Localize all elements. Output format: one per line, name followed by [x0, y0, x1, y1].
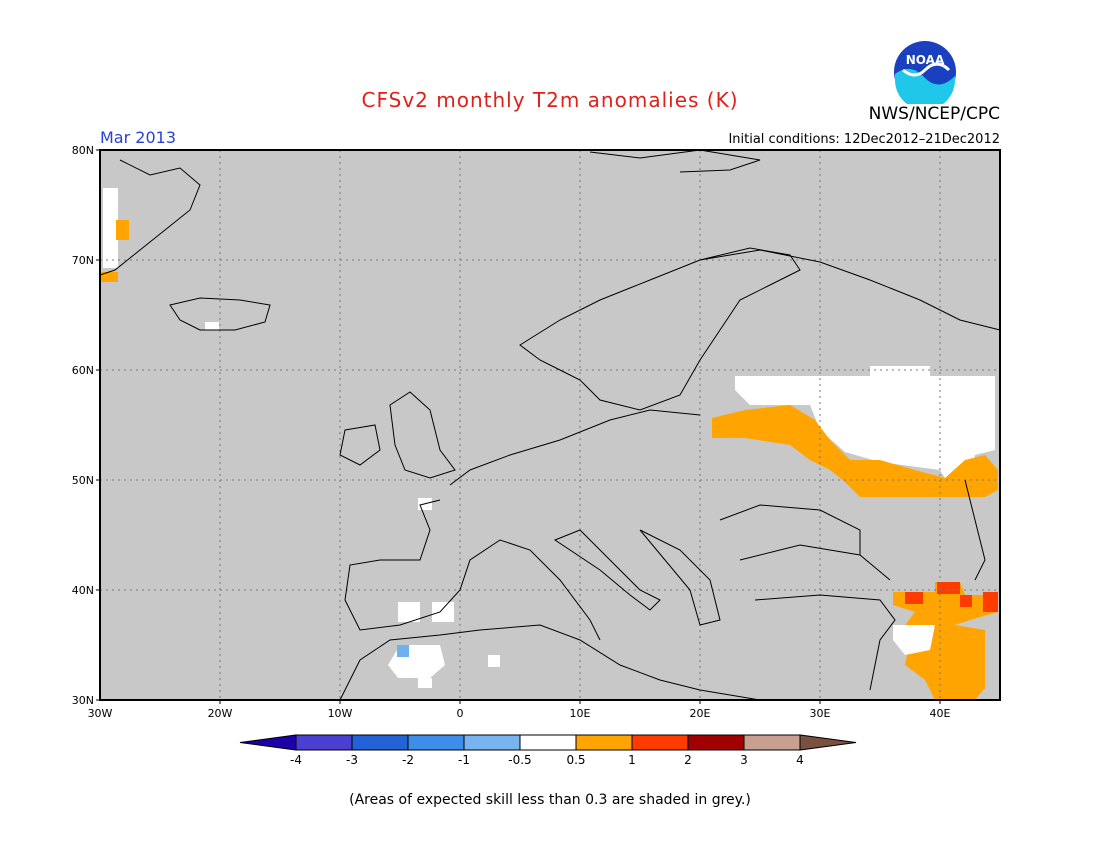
noaa-logo-icon: NOAA [894, 41, 956, 104]
lon-tick-label: 10E [570, 707, 591, 720]
patch-orange [712, 405, 998, 497]
lat-ticks [96, 149, 100, 701]
colorbar-label: -2 [402, 753, 414, 767]
forecast-month: Mar 2013 [100, 128, 176, 147]
scandinavia-coast [519, 247, 801, 411]
colorbar-label: 3 [740, 753, 748, 767]
patch-white [893, 625, 935, 655]
lat-axis: 30N 40N 50N 60N 70N 80N [72, 144, 94, 707]
lon-axis: 30W 20W 10W 0 10E 20E 30E 40E [88, 707, 951, 720]
patch-lightblue [397, 645, 409, 657]
north-africa-coast [339, 624, 761, 701]
greenland-coast [99, 159, 201, 276]
lat-tick-label: 40N [72, 584, 94, 597]
colorbar-swatch [351, 734, 409, 751]
colorbar-swatch [519, 734, 577, 751]
patch-white [432, 602, 454, 622]
agency-label: NWS/NCEP/CPC [868, 104, 1000, 124]
north-coast [449, 409, 701, 486]
lon-tick-label: 20E [690, 707, 711, 720]
map-title: CFSv2 monthly T2m anomalies (K) [361, 88, 739, 112]
lon-tick-label: 10W [328, 707, 353, 720]
caspian-coast [964, 479, 986, 581]
italy-coast [553, 529, 661, 611]
lat-tick-label: 80N [72, 144, 94, 157]
lat-tick-label: 30N [72, 694, 94, 707]
colorbar-swatch [407, 734, 465, 751]
kola-coast [699, 249, 1001, 331]
colorbar-label: 0.5 [566, 753, 585, 767]
patch-white [488, 655, 500, 667]
colorbar-label: 2 [684, 753, 692, 767]
colorbar-arrow-low [239, 734, 297, 751]
svalbard-coast [589, 149, 761, 173]
colorbar-swatch [295, 734, 353, 751]
colorbar: -4 -3 -2 -1 -0.5 0.5 1 2 3 4 [239, 734, 857, 767]
logo-text: NOAA [906, 53, 945, 67]
colorbar-label: -3 [346, 753, 358, 767]
colorbar-label: -0.5 [508, 753, 531, 767]
patch-orange [893, 582, 998, 700]
lon-tick-label: 20W [208, 707, 233, 720]
patch-white [103, 188, 118, 268]
anomaly-patches [100, 188, 998, 700]
patch-red [983, 592, 998, 612]
lon-tick-label: 0 [457, 707, 464, 720]
colorbar-label: -1 [458, 753, 470, 767]
patch-white [870, 366, 930, 378]
skill-footnote: (Areas of expected skill less than 0.3 a… [349, 792, 751, 808]
patch-red [937, 582, 960, 594]
colorbar-swatch [743, 734, 801, 751]
lat-tick-label: 50N [72, 474, 94, 487]
lat-tick-label: 60N [72, 364, 94, 377]
patch-white [418, 678, 432, 688]
iberia-france-coast [344, 499, 601, 641]
patch-orange [116, 220, 129, 240]
lon-tick-label: 30E [810, 707, 831, 720]
patch-white [205, 322, 219, 330]
colorbar-swatch [575, 734, 633, 751]
colorbar-swatch [463, 734, 521, 751]
patch-white [398, 602, 420, 622]
patch-red [905, 592, 923, 604]
colorbar-swatch [631, 734, 689, 751]
colorbar-label: -4 [290, 753, 302, 767]
colorbar-label: 1 [628, 753, 636, 767]
map-frame [99, 149, 1001, 701]
patch-red [960, 595, 972, 607]
ireland-coast [339, 424, 381, 466]
black-sea-north [719, 504, 861, 555]
lat-tick-label: 70N [72, 254, 94, 267]
black-sea-south [739, 544, 891, 581]
initial-conditions: Initial conditions: 12Dec2012–21Dec2012 [728, 132, 1000, 147]
colorbar-label: 4 [796, 753, 804, 767]
patch-orange [100, 272, 118, 282]
colorbar-arrow-high [799, 734, 857, 751]
anatolia-coast [754, 594, 896, 691]
britain-coast [389, 391, 456, 479]
gridlines [100, 150, 1000, 700]
patch-white [735, 376, 995, 480]
coastlines [99, 149, 1001, 701]
iceland-coast [169, 297, 271, 331]
colorbar-swatch [687, 734, 745, 751]
balkans-coast [639, 529, 721, 626]
lon-tick-label: 40E [930, 707, 951, 720]
lon-ticks [219, 700, 941, 704]
lon-tick-label: 30W [88, 707, 113, 720]
